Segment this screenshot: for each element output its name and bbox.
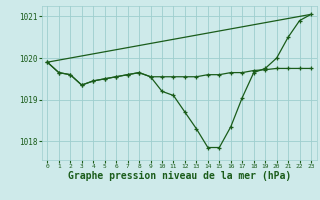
X-axis label: Graphe pression niveau de la mer (hPa): Graphe pression niveau de la mer (hPa) <box>68 171 291 181</box>
